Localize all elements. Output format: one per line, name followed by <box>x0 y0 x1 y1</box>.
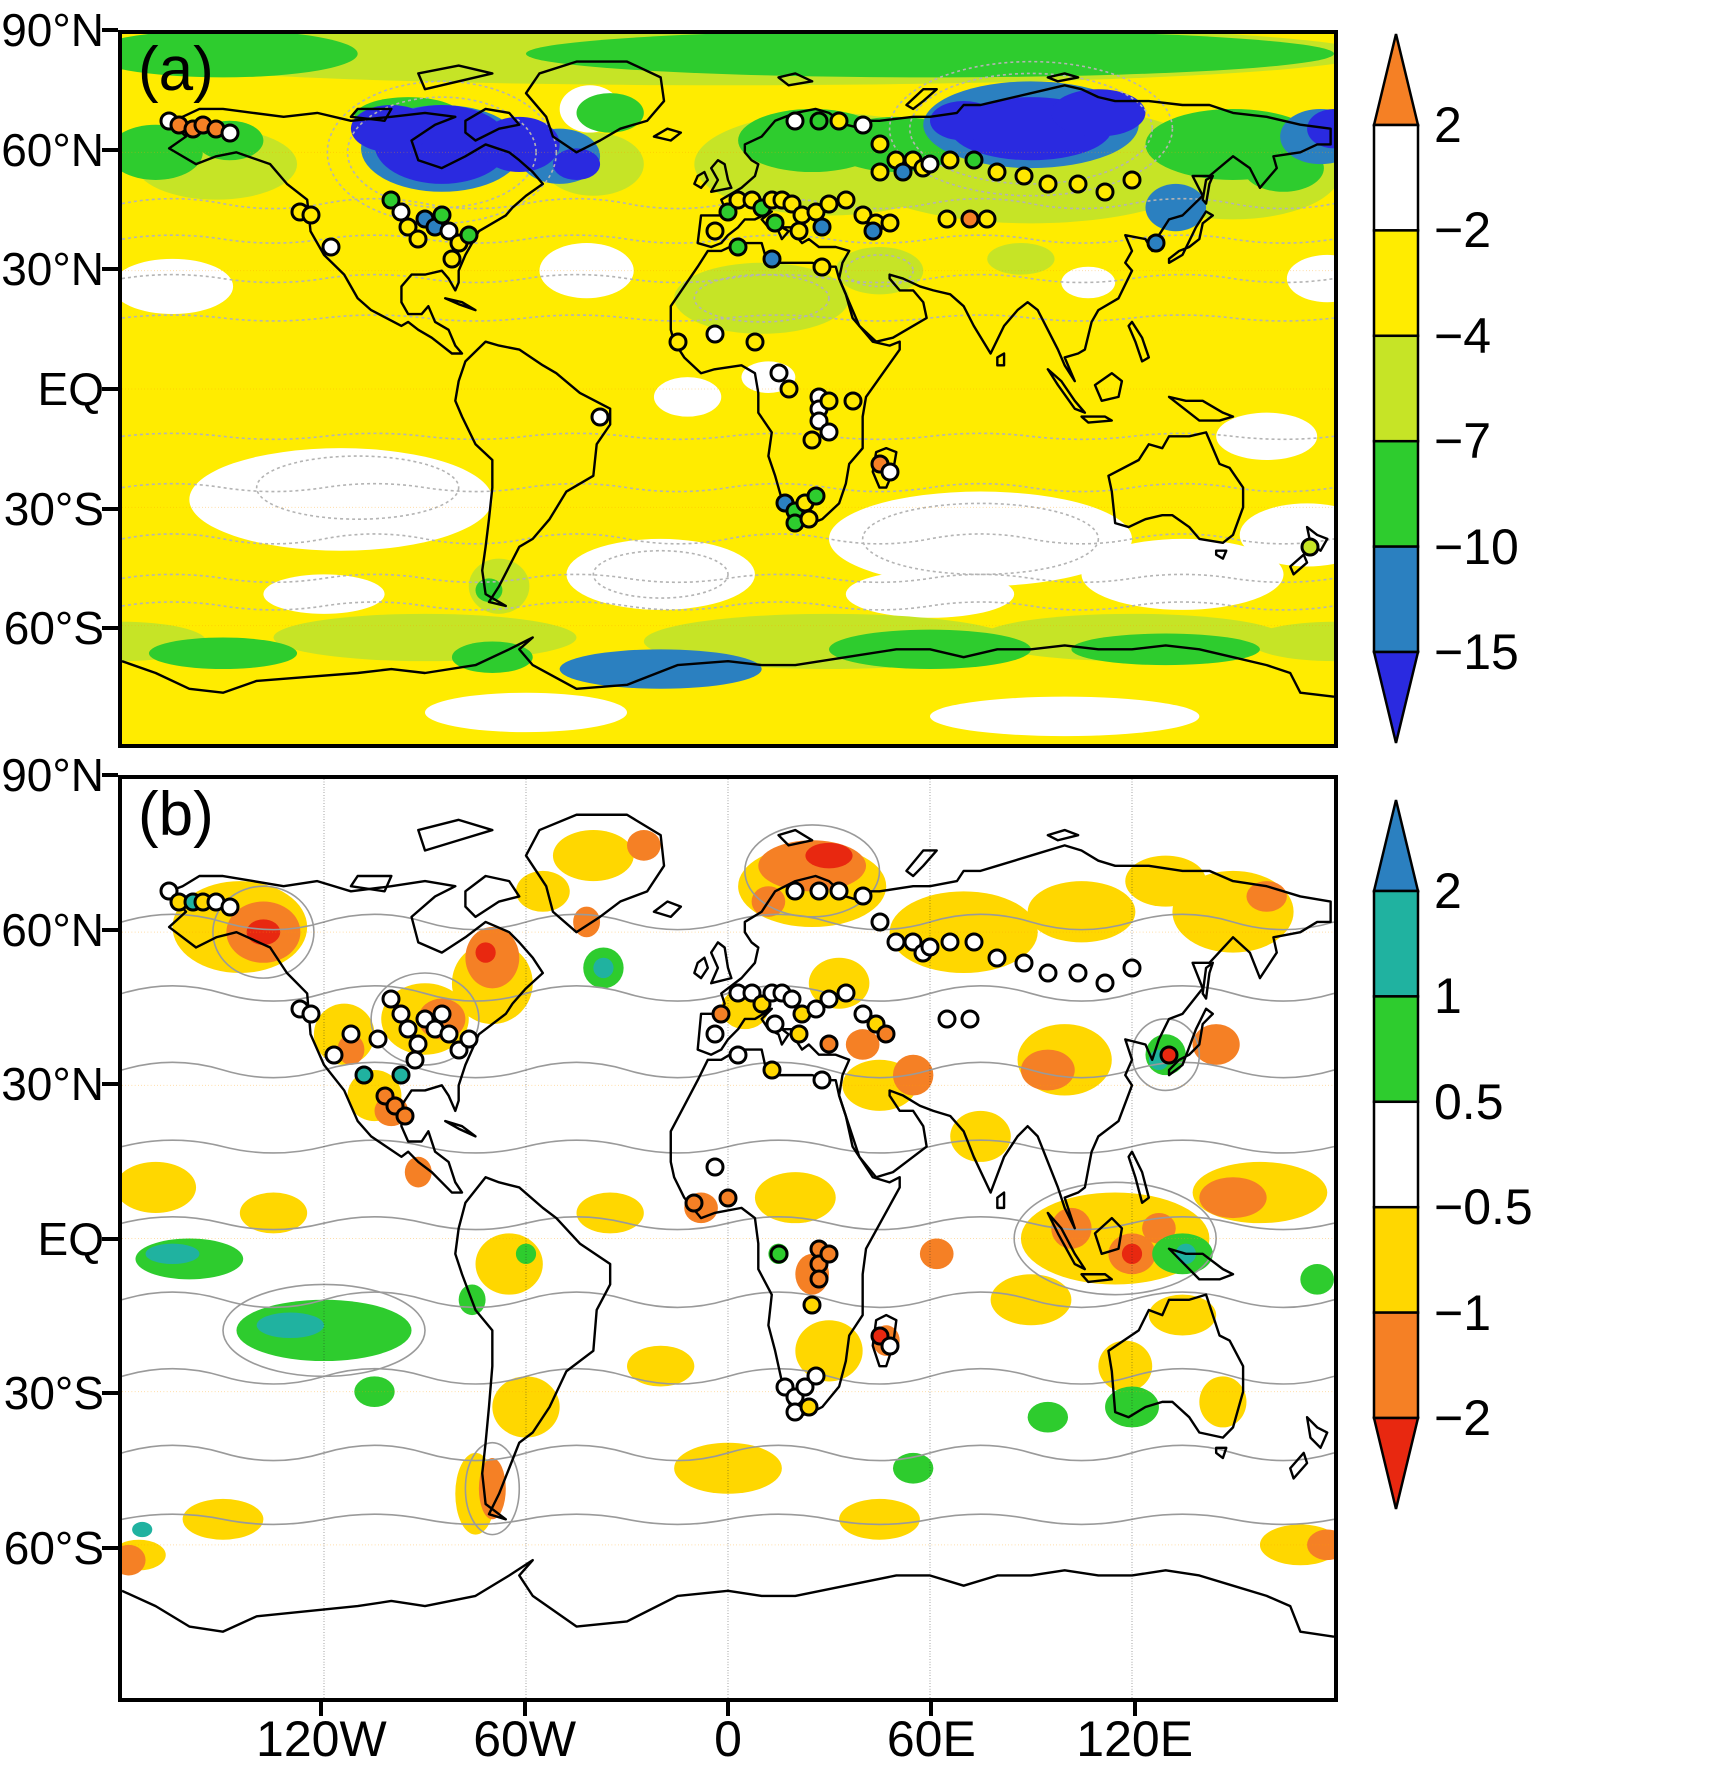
lat-tick-label: 30°S <box>3 1367 104 1419</box>
lat-tick-label: 60°N <box>1 123 104 176</box>
colorbar-canvas <box>1372 33 1420 744</box>
axis-tick <box>102 506 118 511</box>
panel-b-letter: (b) <box>138 780 214 849</box>
contour-line-overlay <box>122 62 1334 610</box>
axis-tick <box>102 1391 118 1395</box>
colorbar-tick-label: −2 <box>1434 202 1492 259</box>
colorbar-tick-label: 2 <box>1434 97 1462 153</box>
colorbar-tick-label: 2 <box>1434 863 1462 919</box>
map-a-canvas <box>122 34 1334 744</box>
map-panel-a: (a) <box>118 30 1338 748</box>
lon-tick-label: 120E <box>1076 1711 1194 1767</box>
lat-tick-label: 60°S <box>3 602 104 655</box>
colorbar-b-labels: 2 1 0.5 −0.5 −1 −2 <box>1434 798 1614 1511</box>
graticule <box>122 779 1334 1698</box>
colorbar-tick-label: −4 <box>1434 307 1492 364</box>
axis-tick <box>102 1082 118 1086</box>
lat-tick-label: 30°S <box>3 482 104 535</box>
axis-tick <box>102 147 118 152</box>
colorbar-tick-label: −10 <box>1434 518 1519 575</box>
lon-axis-b: 120W 60W 0 60E 120E <box>118 1710 1338 1770</box>
panel-a-letter: (a) <box>138 35 214 104</box>
lat-tick-label: 90°N <box>1 749 104 801</box>
lat-tick-label: EQ <box>37 1212 104 1265</box>
lat-axis-a: 90°N 60°N 30°N EQ 30°S 60°S <box>0 4 110 748</box>
lon-tick-label: 0 <box>714 1711 742 1767</box>
axis-tick <box>102 1236 118 1241</box>
lon-tick-label: 120W <box>256 1711 387 1767</box>
colorbar-tick-label: −7 <box>1434 413 1492 470</box>
lat-tick-label: EQ <box>37 363 104 415</box>
lat-tick-label: 90°N <box>1 4 104 56</box>
lat-tick-label: 30°N <box>1 243 104 296</box>
lat-axis-b: 90°N 60°N 30°N EQ 30°S 60°S <box>0 749 110 1702</box>
colorbar-tick-label: 0.5 <box>1434 1073 1504 1130</box>
axis-tick <box>929 1700 934 1716</box>
colorbar-b <box>1372 798 1420 1511</box>
axis-tick <box>319 1700 324 1716</box>
lat-tick-label: 60°N <box>1 903 104 956</box>
axis-tick <box>102 773 118 777</box>
lat-tick-label: 60°S <box>3 1521 104 1574</box>
colorbar-a-labels: 2 −2 −4 −7 −10 −15 <box>1434 32 1614 745</box>
colorbar-tick-label: −2 <box>1434 1390 1492 1446</box>
colorbar-tick-label: 1 <box>1434 968 1462 1025</box>
colorbar-tick-label: −0.5 <box>1434 1179 1533 1236</box>
axis-tick <box>522 1700 527 1716</box>
colorbar-tick-label: −15 <box>1434 624 1519 680</box>
colorbar-tick-label: −1 <box>1434 1284 1492 1341</box>
colorbar-a <box>1372 32 1420 745</box>
lon-tick-label: 60W <box>473 1711 577 1767</box>
axis-tick <box>102 927 118 932</box>
axis-tick <box>102 1545 118 1550</box>
filled-contour-field <box>122 34 1334 744</box>
axis-tick <box>102 387 118 391</box>
graticule <box>122 152 1334 625</box>
map-b-canvas <box>122 779 1334 1698</box>
lat-tick-label: 30°N <box>1 1058 104 1110</box>
axis-tick <box>102 626 118 631</box>
colorbar-canvas <box>1372 799 1420 1510</box>
contour-line-overlay <box>122 825 1334 1535</box>
axis-tick <box>102 267 118 272</box>
axis-tick <box>102 28 118 32</box>
axis-tick <box>726 1700 730 1716</box>
lon-tick-label: 60E <box>886 1711 976 1767</box>
map-panel-b: (b) <box>118 775 1338 1702</box>
axis-tick <box>1132 1700 1137 1716</box>
